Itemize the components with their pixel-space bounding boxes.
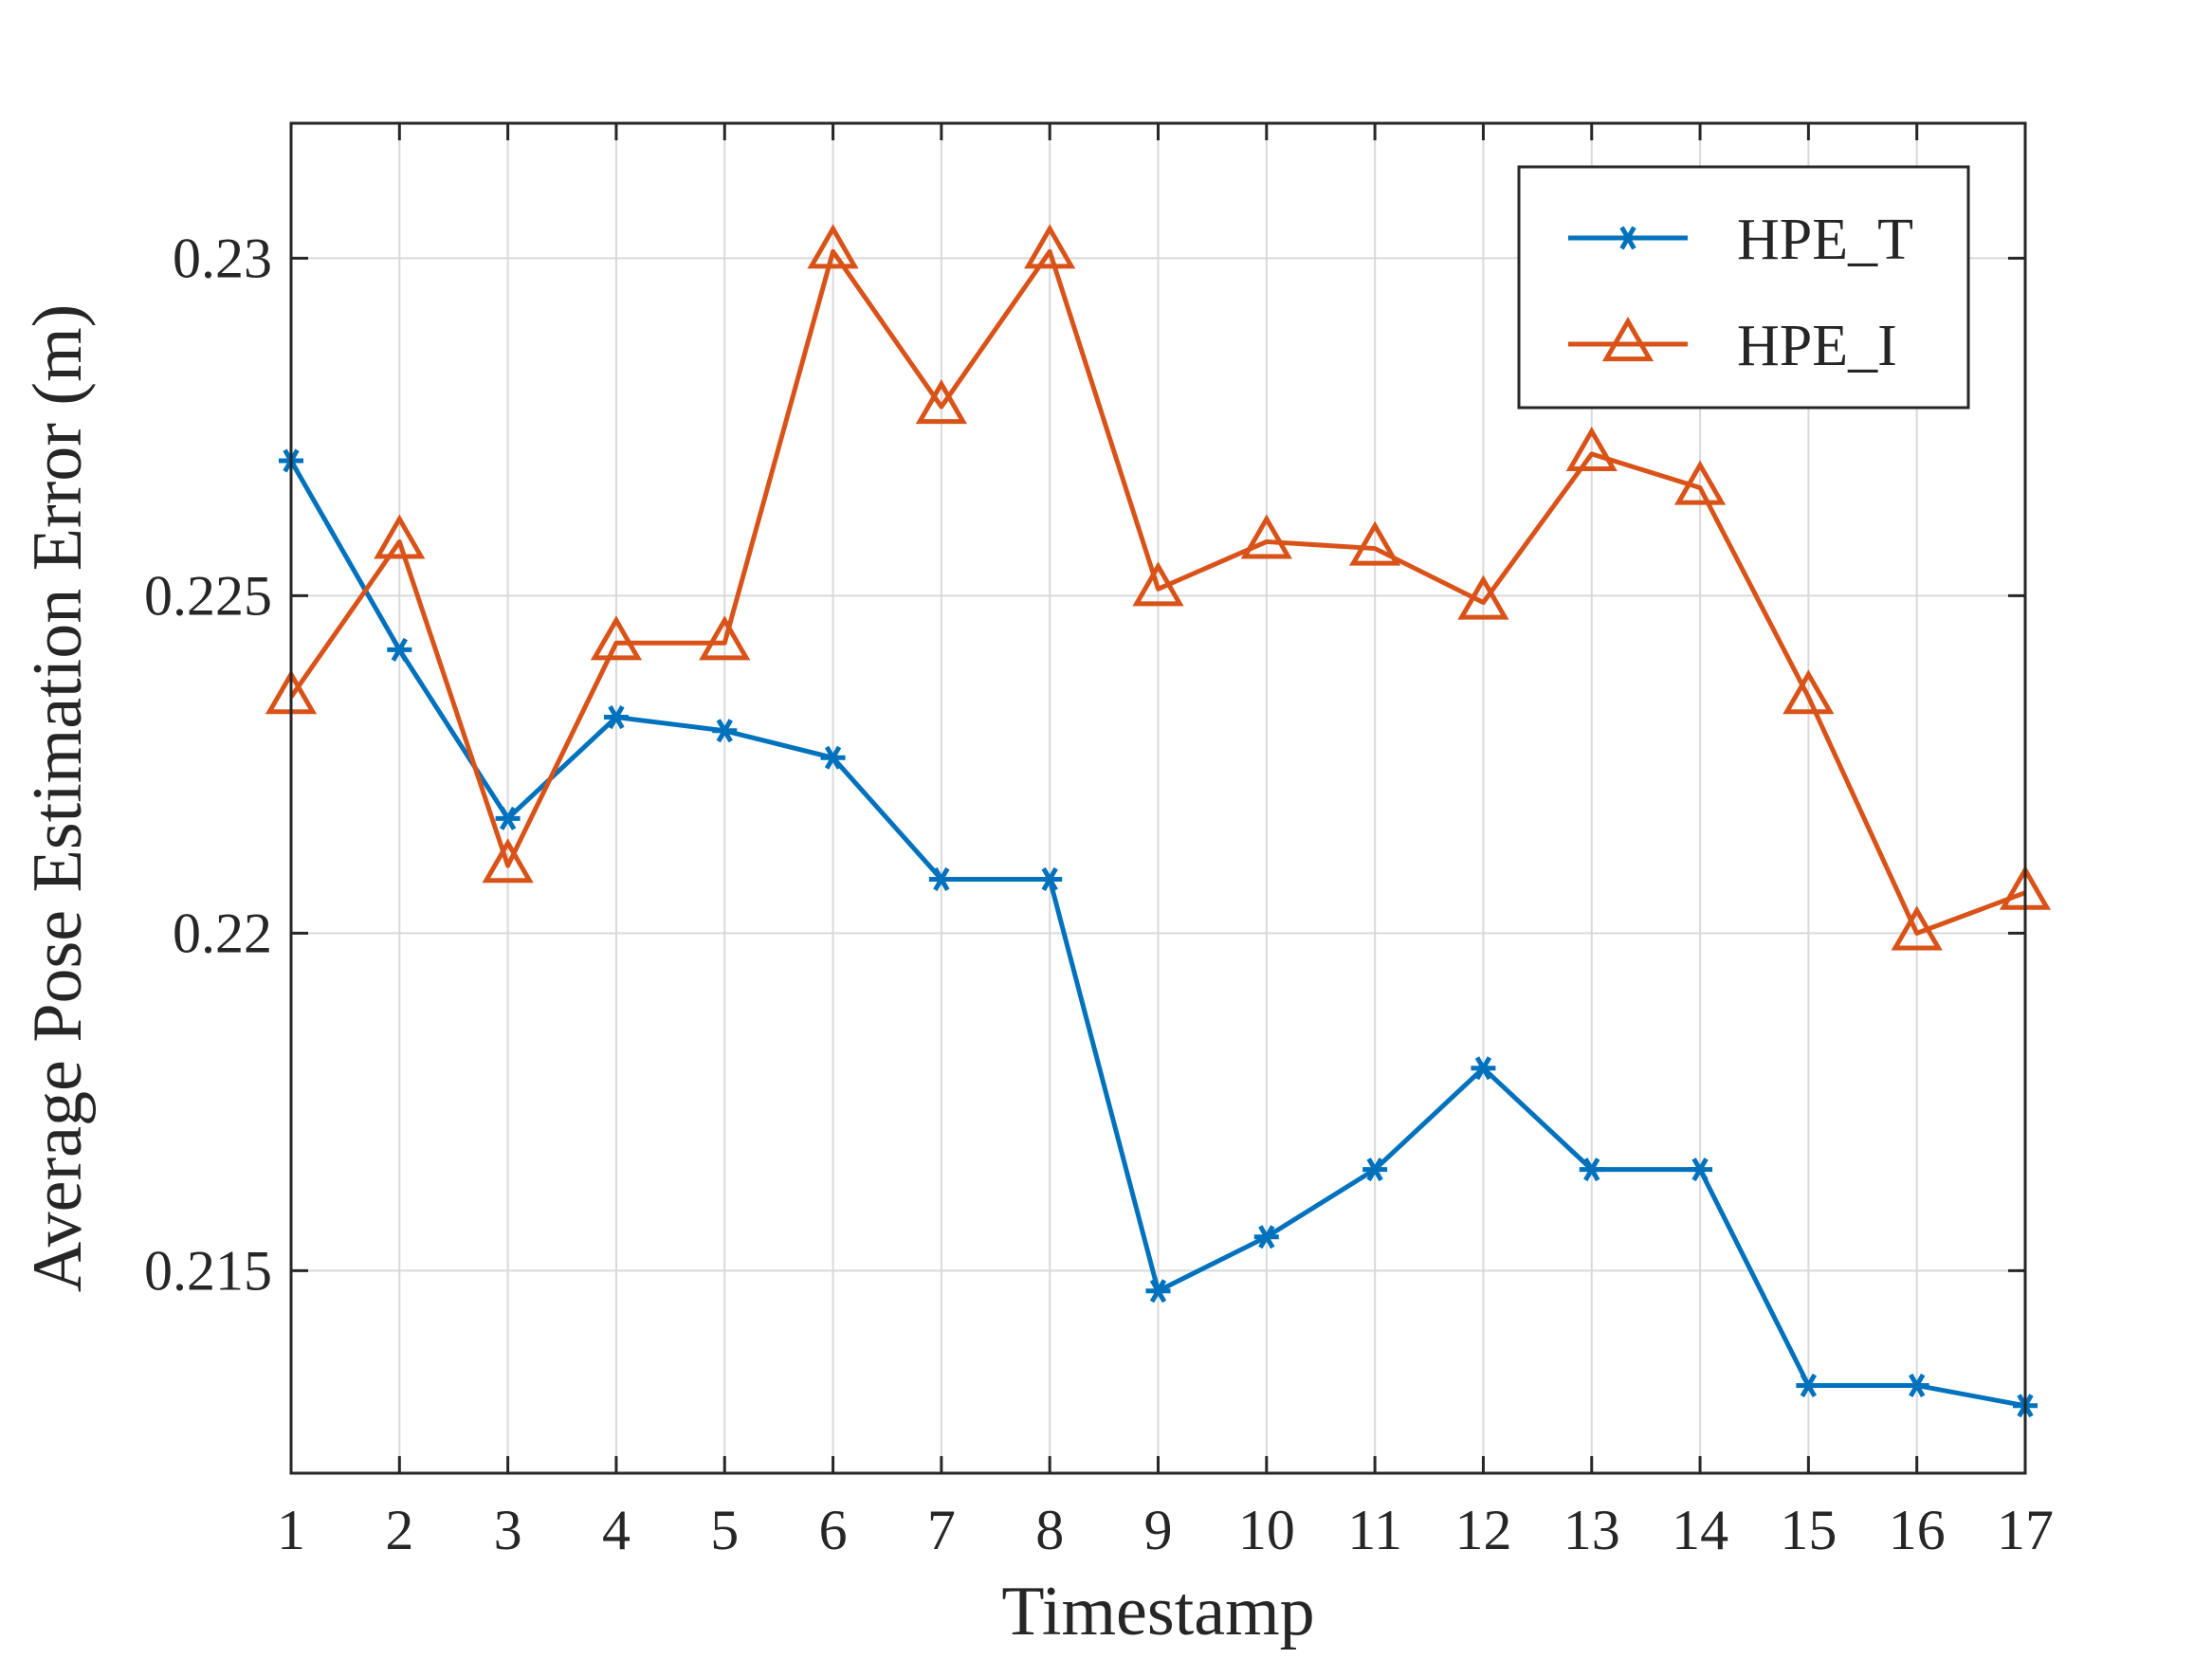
- x-tick-label: 14: [1672, 1499, 1728, 1561]
- tick-marks: [289, 123, 2027, 1473]
- x-tick-labels: 1 2 3 4 5 6 7 8 9 10 11 12 13 14 15 16 17: [277, 1499, 2054, 1561]
- data-point-HPE_I: [1457, 574, 1509, 620]
- data-point-HPE_T: [1796, 1373, 1821, 1397]
- data-point-HPE_I: [590, 615, 643, 661]
- data-point-HPE_T: [928, 866, 954, 891]
- y-tick-label: 0.23: [173, 227, 272, 289]
- legend-item-HPE_I: HPE_I: [1568, 314, 1897, 378]
- data-point-HPE_I: [1891, 905, 1943, 951]
- data-point-HPE_T: [820, 745, 846, 770]
- x-tick-label: 1: [277, 1499, 305, 1561]
- series-line-HPE_I: [288, 248, 2026, 936]
- data-point-HPE_T: [1904, 1373, 1929, 1397]
- data-point-HPE_I: [915, 379, 967, 425]
- x-tick-label: 15: [1780, 1499, 1837, 1561]
- x-tick-label: 6: [819, 1499, 848, 1561]
- legend: HPE_T HPE_I: [1517, 165, 1970, 410]
- data-point-HPE_I: [482, 838, 534, 884]
- x-tick-label: 11: [1347, 1499, 1402, 1561]
- data-point-HPE_T: [495, 806, 521, 830]
- x-tick-label: 9: [1144, 1499, 1173, 1561]
- y-tick-label: 0.215: [144, 1239, 272, 1302]
- data-point-HPE_I: [1132, 561, 1184, 607]
- data-point-HPE_T: [603, 705, 629, 730]
- data-point-HPE_T: [1362, 1158, 1388, 1182]
- data-point-HPE_T: [1037, 866, 1063, 891]
- data-point-HPE_I: [1024, 224, 1076, 269]
- data-point-HPE_T: [1253, 1225, 1279, 1249]
- data-point-HPE_I: [374, 514, 426, 559]
- x-tick-label: 12: [1454, 1499, 1511, 1561]
- x-tick-label: 16: [1889, 1499, 1946, 1561]
- data-point-HPE_I: [1240, 514, 1292, 559]
- data-point-HPE_I: [699, 615, 751, 661]
- legend-marker: [1616, 226, 1640, 250]
- data-point-HPE_T: [712, 719, 738, 743]
- legend-label: HPE_T: [1737, 208, 1913, 272]
- data-point-HPE_I: [1565, 426, 1618, 471]
- data-point-HPE_I: [807, 224, 859, 269]
- y-tick-label: 0.22: [173, 902, 272, 964]
- y-tick-label: 0.225: [144, 564, 272, 627]
- y-tick-labels: 0.215 0.22 0.225 0.23: [144, 227, 272, 1302]
- data-point-HPE_I: [1349, 520, 1401, 566]
- legend-marker: [1601, 316, 1654, 362]
- x-tick-label: 10: [1238, 1499, 1295, 1561]
- data-point-HPE_T: [1471, 1056, 1496, 1081]
- x-axis-label: Timestamp: [1001, 1573, 1314, 1650]
- legend-label: HPE_I: [1737, 314, 1897, 378]
- data-point-HPE_T: [1688, 1158, 1713, 1182]
- legend-item-HPE_T: HPE_T: [1568, 208, 1913, 272]
- data-point-HPE_I: [1673, 460, 1727, 505]
- x-tick-label: 2: [385, 1499, 413, 1561]
- x-tick-label: 17: [1997, 1499, 2054, 1561]
- x-tick-label: 13: [1563, 1499, 1620, 1561]
- legend-box: [1517, 165, 1970, 410]
- data-point-HPE_I: [1782, 669, 1835, 715]
- x-tick-label: 7: [927, 1499, 956, 1561]
- x-tick-label: 3: [494, 1499, 522, 1561]
- x-tick-label: 4: [602, 1499, 631, 1561]
- data-point-HPE_T: [387, 637, 412, 662]
- y-axis-label: Average Pose Estimation Error (m): [19, 304, 97, 1293]
- data-point-HPE_T: [1579, 1158, 1604, 1182]
- x-tick-label: 5: [710, 1499, 739, 1561]
- data-point-HPE_T: [1145, 1279, 1171, 1304]
- x-tick-label: 8: [1035, 1499, 1064, 1561]
